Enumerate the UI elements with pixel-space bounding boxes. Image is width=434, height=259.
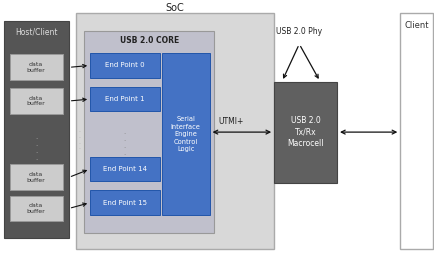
Text: End Point 0: End Point 0 xyxy=(105,62,145,68)
Bar xyxy=(90,53,159,78)
Bar xyxy=(90,157,159,181)
Text: SoC: SoC xyxy=(165,3,184,13)
Bar xyxy=(161,53,209,215)
Text: UTMI+: UTMI+ xyxy=(218,117,243,126)
Bar xyxy=(10,54,62,80)
Text: .
.
.
.: . . . . xyxy=(78,128,80,150)
Bar xyxy=(399,13,432,249)
Text: End Point 15: End Point 15 xyxy=(102,200,147,206)
Text: .
.
.
.: . . . . xyxy=(123,129,126,156)
Bar xyxy=(90,87,159,111)
Bar xyxy=(76,13,273,249)
Text: USB 2.0 CORE: USB 2.0 CORE xyxy=(119,36,178,45)
Text: USB 2.0 Phy: USB 2.0 Phy xyxy=(276,27,322,36)
Bar xyxy=(10,196,62,221)
Bar xyxy=(10,164,62,190)
Bar xyxy=(273,82,336,183)
Bar xyxy=(4,21,69,238)
Text: End Point 14: End Point 14 xyxy=(102,166,147,172)
Text: data
buffer: data buffer xyxy=(26,203,46,214)
Text: USB 2.0
Tx/Rx
Macrocell: USB 2.0 Tx/Rx Macrocell xyxy=(287,116,323,148)
Text: .
.
.
.: . . . . xyxy=(35,134,38,161)
Text: Host/Client: Host/Client xyxy=(15,27,58,36)
Text: data
buffer: data buffer xyxy=(26,96,46,106)
Bar xyxy=(84,31,214,233)
Bar xyxy=(90,190,159,215)
Bar xyxy=(10,88,62,114)
Text: Serial
Interface
Engine
Control
Logic: Serial Interface Engine Control Logic xyxy=(171,116,200,152)
Text: End Point 1: End Point 1 xyxy=(105,96,145,102)
Text: data
buffer: data buffer xyxy=(26,172,46,183)
Text: data
buffer: data buffer xyxy=(26,62,46,73)
Text: Client: Client xyxy=(403,21,428,30)
